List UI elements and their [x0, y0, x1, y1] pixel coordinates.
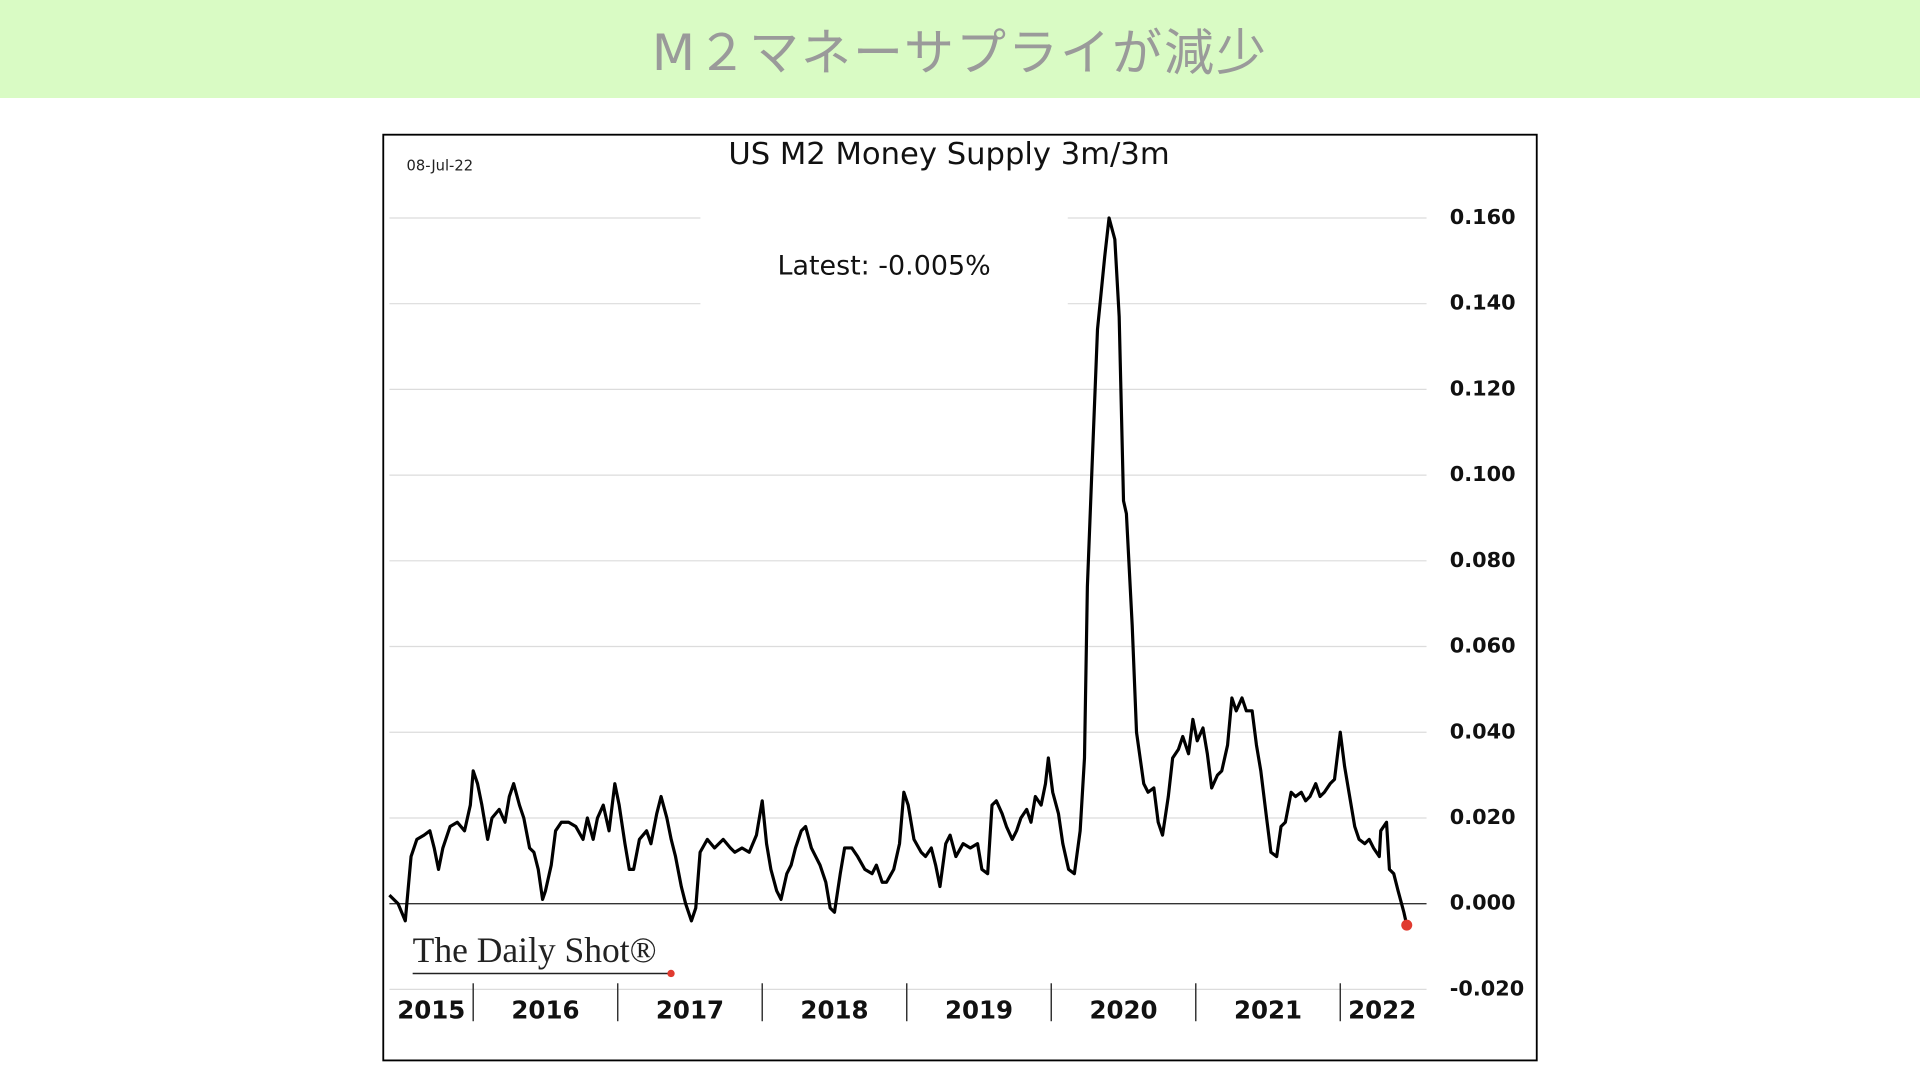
annotation: Latest: -0.005%	[777, 250, 990, 281]
y-tick-label: 0.060	[1450, 634, 1516, 658]
y-tick-label: -0.020	[1450, 976, 1524, 1000]
latest-marker	[1401, 919, 1413, 931]
x-tick-label: 2022	[1348, 995, 1416, 1024]
y-tick-label: 0.040	[1450, 719, 1516, 743]
y-tick-label: 0.080	[1450, 548, 1516, 572]
y-tick-label: 0.000	[1450, 891, 1516, 915]
banner: M２マネーサプライが減少	[0, 0, 1920, 98]
x-tick-label: 2018	[800, 995, 868, 1024]
y-tick-label: 0.020	[1450, 805, 1516, 829]
y-tick-label: 0.140	[1450, 291, 1516, 315]
logo: The Daily Shot®	[413, 930, 657, 970]
x-tick-label: 2016	[511, 995, 579, 1024]
date-label: 08-Jul-22	[407, 158, 474, 175]
y-tick-label: 0.160	[1450, 205, 1516, 229]
x-tick-label: 2020	[1089, 995, 1157, 1024]
page-title: M２マネーサプライが減少	[651, 24, 1269, 82]
y-tick-label: 0.120	[1450, 376, 1516, 400]
logo-dot	[667, 969, 675, 978]
x-tick-label: 2019	[945, 995, 1013, 1024]
x-tick-label: 2015	[397, 995, 465, 1024]
chart-frame: US M2 Money Supply 3m/3m 08-Jul-22 Lates…	[382, 133, 1538, 1062]
series-line	[388, 216, 1409, 926]
annotation-box	[700, 183, 1068, 319]
plot: -0.020 0.000 0.020 0.040 0.060 0.080 0.100 0.12…	[388, 205, 1524, 1024]
x-tick-label: 2021	[1234, 995, 1302, 1024]
y-tick-label: 0.100	[1450, 462, 1516, 486]
chart-title: US M2 Money Supply 3m/3m	[728, 137, 1169, 172]
x-tick-label: 2017	[656, 995, 724, 1024]
